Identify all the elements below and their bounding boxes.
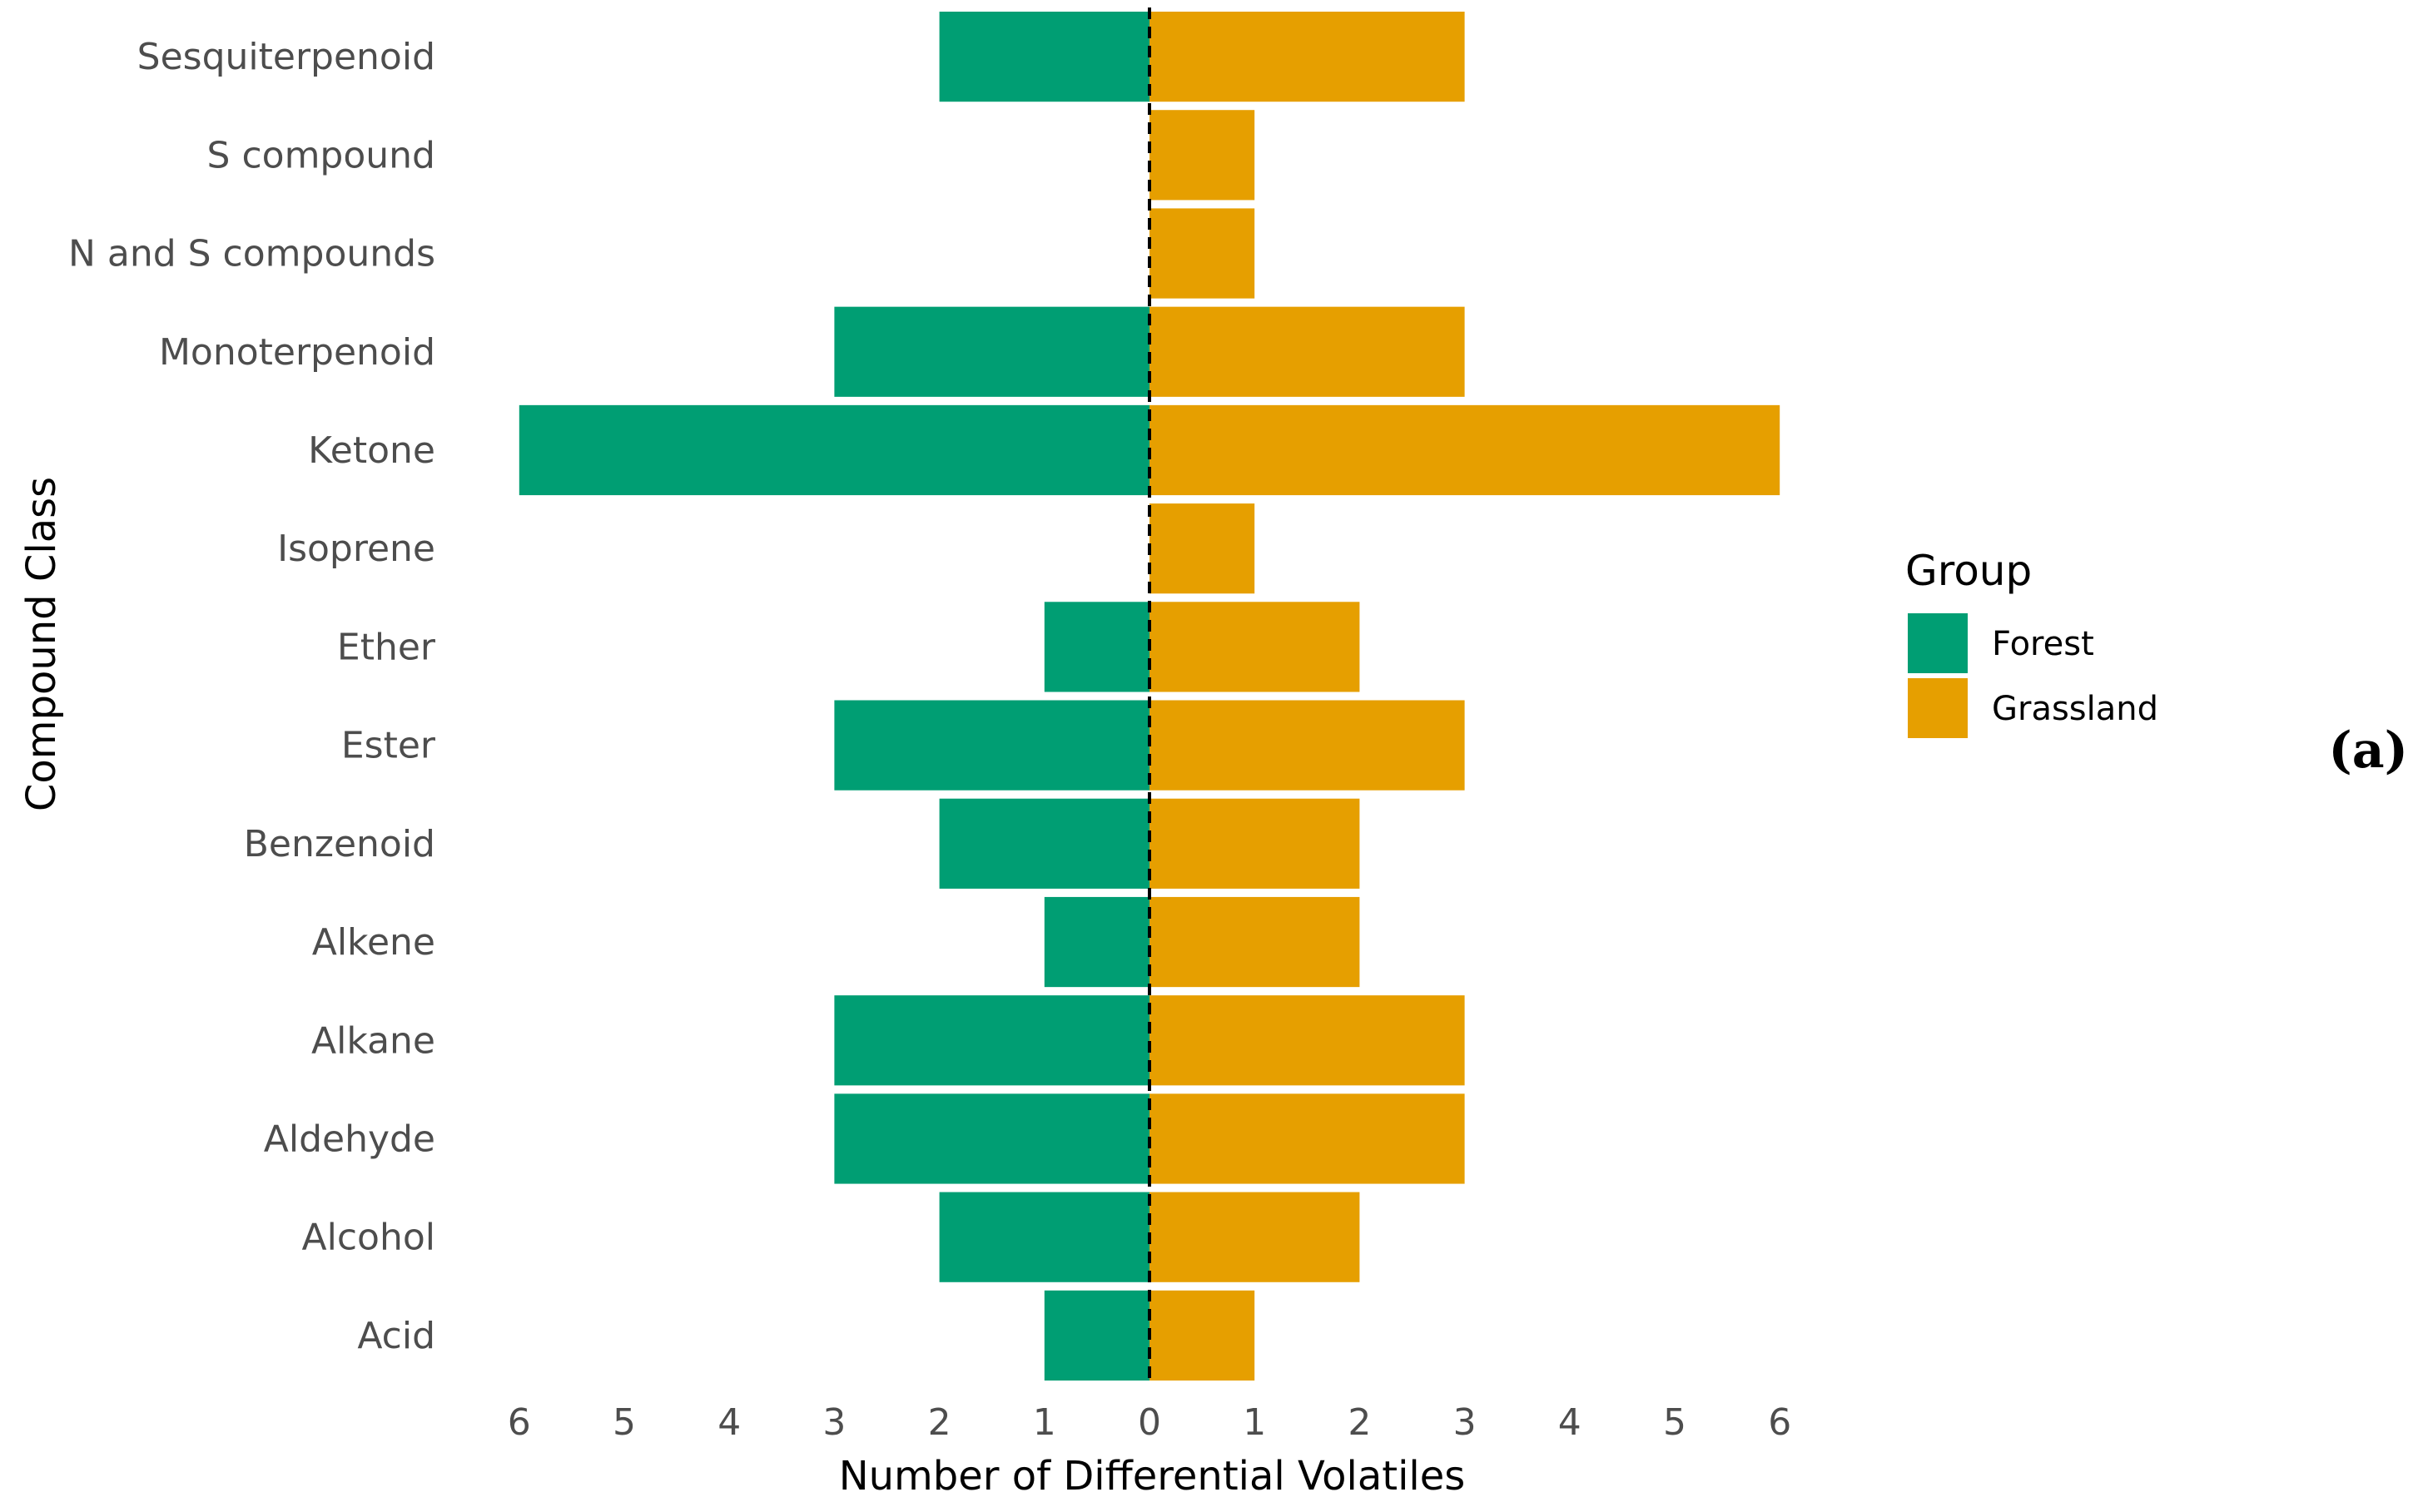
category-label-acid: Acid (357, 1315, 435, 1357)
bar-grassland-alkene (1149, 896, 1360, 988)
x-tick-label: 6 (508, 1401, 531, 1444)
bar-forest-ketone (519, 404, 1149, 496)
x-tick-label: 5 (1663, 1401, 1686, 1444)
bar-grassland-monoterpenoid (1149, 306, 1465, 397)
bar-grassland-ketone (1149, 404, 1780, 496)
category-label-alkene: Alkene (312, 921, 435, 964)
bar-grassland-alkane (1149, 995, 1465, 1086)
bar-grassland-alcohol (1149, 1192, 1360, 1282)
bar-grassland-ether (1149, 602, 1360, 692)
category-label-isoprene: Isoprene (277, 528, 435, 570)
x-tick-label: 2 (928, 1401, 951, 1444)
category-label-ester: Ester (341, 725, 436, 767)
category-label-sesquiterpenoid: Sesquiterpenoid (137, 36, 435, 78)
bar-forest-sesquiterpenoid (939, 12, 1149, 102)
category-label-ether: Ether (337, 626, 436, 668)
bar-forest-aldehyde (834, 1093, 1149, 1184)
x-tick-label: 6 (1768, 1401, 1791, 1444)
category-label-monoterpenoid: Monoterpenoid (159, 331, 435, 374)
x-tick-label: 3 (822, 1401, 846, 1444)
bar-forest-alkane (834, 995, 1149, 1086)
bar-forest-benzenoid (939, 798, 1149, 889)
category-label-s-compound: S compound (207, 134, 435, 176)
bar-grassland-aldehyde (1149, 1093, 1465, 1184)
legend-swatch-grassland (1908, 678, 1968, 738)
x-tick-label: 3 (1453, 1401, 1477, 1444)
bar-grassland-ester (1149, 700, 1465, 791)
legend-label-grassland: Grassland (1992, 690, 2158, 728)
category-labels: Sesquiterpenoid S compound N and S compoun… (68, 36, 436, 1357)
bar-forest-monoterpenoid (834, 306, 1149, 397)
x-tick-label: 5 (613, 1401, 636, 1444)
bar-forest-ester (834, 700, 1149, 791)
category-label-benzenoid: Benzenoid (244, 823, 435, 865)
x-tick-label: 0 (1138, 1401, 1161, 1444)
x-tick-label: 1 (1033, 1401, 1056, 1444)
x-tick-labels: 6 5 4 3 2 1 0 1 2 3 4 5 6 (508, 1401, 1791, 1444)
category-label-n-and-s-compounds: N and S compounds (68, 233, 435, 275)
bar-grassland-isoprene (1149, 503, 1255, 594)
x-tick-label: 4 (1558, 1401, 1581, 1444)
x-tick-label: 1 (1243, 1401, 1266, 1444)
legend-items: Forest Grassland (1908, 613, 2158, 738)
panel-label: (a) (2328, 721, 2408, 780)
x-axis-title: Number of Differential Volatiles (839, 1453, 1466, 1500)
x-tick-label: 2 (1348, 1401, 1371, 1444)
bar-grassland-sesquiterpenoid (1149, 12, 1465, 102)
category-label-alcohol: Alcohol (302, 1217, 435, 1259)
legend: Group Forest Grassland (1905, 547, 2158, 738)
bar-grassland-n-and-s-compounds (1149, 208, 1255, 299)
category-label-ketone: Ketone (308, 429, 435, 472)
category-label-aldehyde: Aldehyde (264, 1118, 435, 1160)
bar-grassland-acid (1149, 1290, 1255, 1381)
bar-grassland-s-compound (1149, 110, 1255, 201)
bars-group (519, 12, 1780, 1381)
x-tick-label: 4 (717, 1401, 741, 1444)
bar-forest-alcohol (939, 1192, 1149, 1282)
y-axis-title: Compound Class (18, 477, 65, 811)
bar-grassland-benzenoid (1149, 798, 1360, 889)
bar-forest-acid (1044, 1290, 1149, 1381)
bar-forest-ether (1044, 602, 1149, 692)
legend-label-forest: Forest (1992, 625, 2094, 663)
legend-title: Group (1905, 547, 2032, 595)
category-label-alkane: Alkane (311, 1019, 435, 1062)
bar-forest-alkene (1044, 896, 1149, 988)
legend-swatch-forest (1908, 613, 1968, 673)
